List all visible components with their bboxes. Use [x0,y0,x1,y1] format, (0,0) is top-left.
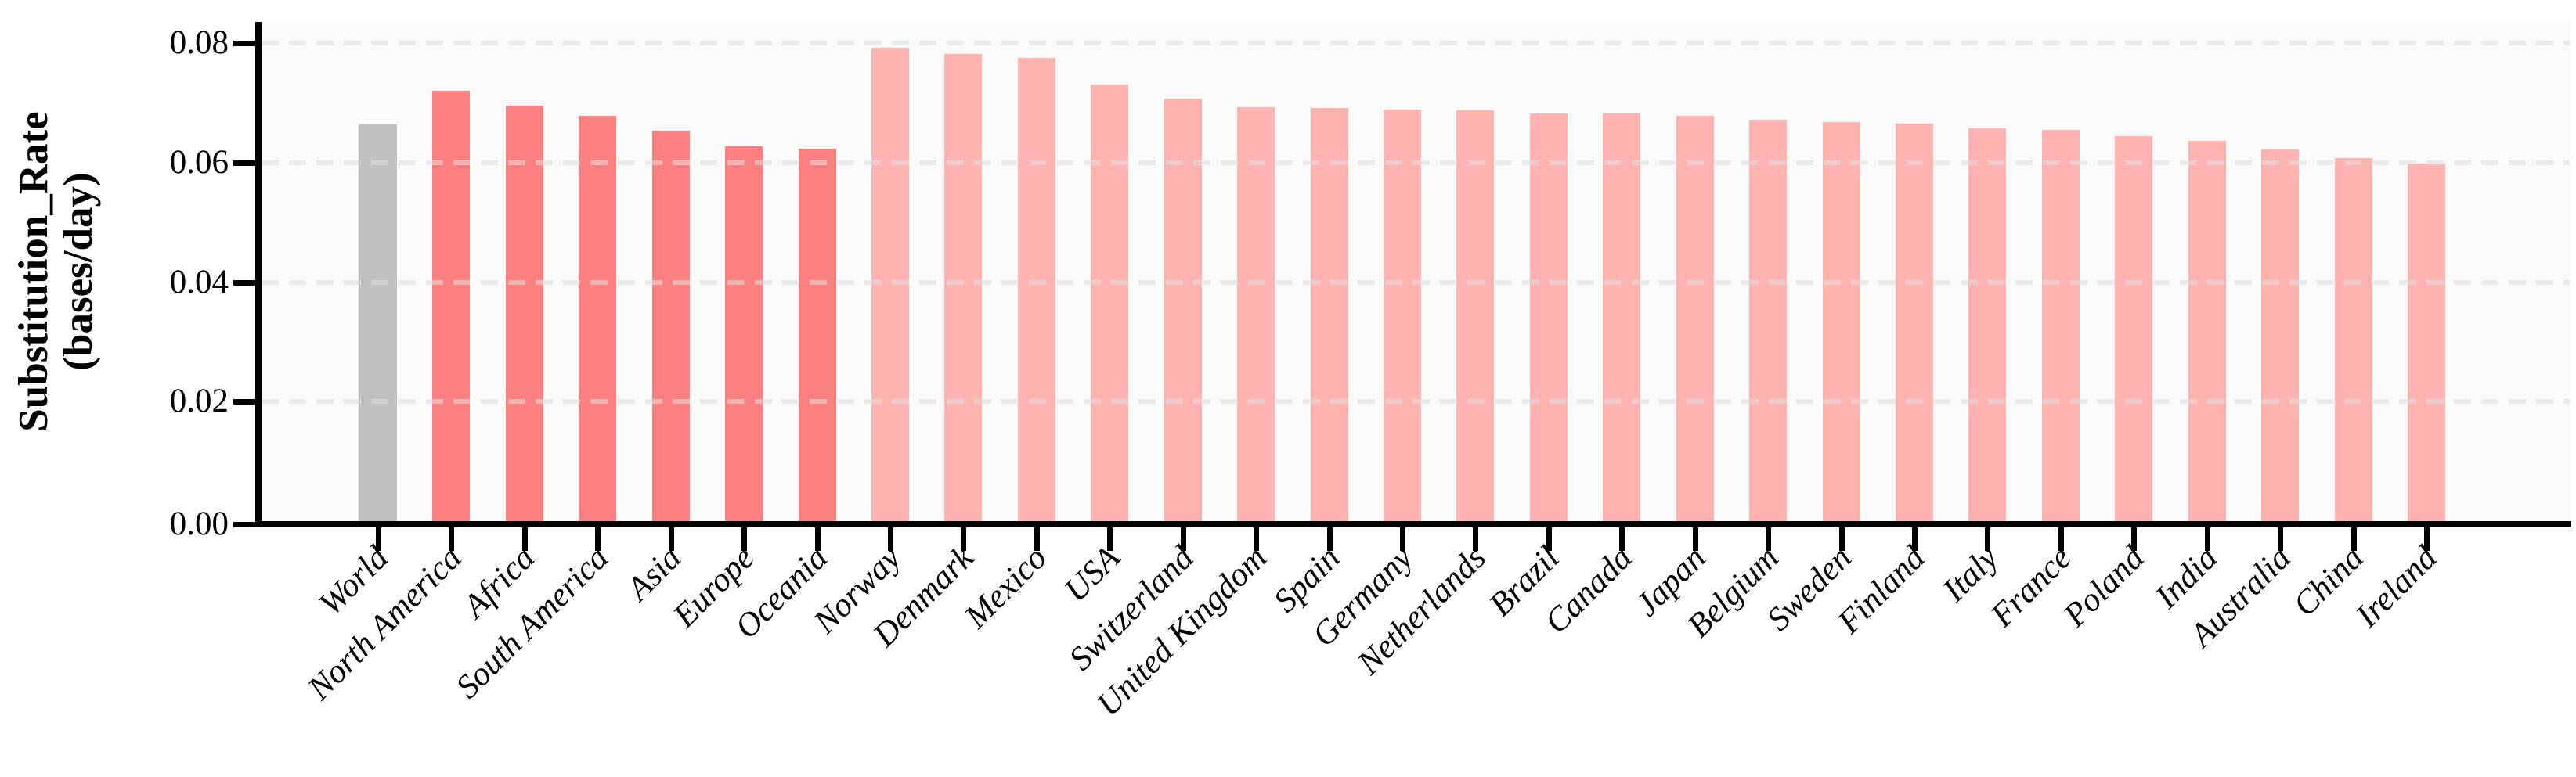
x-tick-13 [1326,527,1333,551]
y-tick-0.04 [233,280,262,286]
x-tick-11 [1180,527,1186,551]
y-axis-title-line2: (bases/day) [56,172,101,371]
x-tick-12 [1254,527,1260,551]
y-tick-label-0.08: 0.08 [169,24,229,61]
y-tick-label-0.06: 0.06 [169,144,229,181]
x-tick-27 [2351,527,2357,551]
y-tick-label-0.00: 0.00 [169,505,229,542]
x-tick-15 [1473,527,1479,551]
x-tick-label-ireland: Ireland [2348,539,2444,635]
bar-brazil [1529,113,1568,521]
x-tick-0 [376,527,381,551]
x-tick-26 [2278,527,2284,551]
bar-united-kingdom [1237,107,1275,521]
bar-south-america [579,116,617,521]
x-tick-24 [2131,527,2138,551]
bar-denmark [944,54,983,521]
gridline-0.04 [262,280,2570,285]
bar-mexico [1017,58,1055,521]
bar-world [359,124,397,521]
y-tick-0.00 [233,522,262,527]
x-tick-28 [2424,527,2430,551]
bar-ireland [2408,164,2446,521]
bar-belgium [1749,120,1788,521]
bar-switzerland [1164,99,1202,521]
x-tick-19 [1766,527,1772,551]
y-axis-spine [255,22,262,527]
x-tick-2 [521,527,528,551]
x-axis-spine [255,521,2571,527]
x-tick-21 [1912,527,1918,551]
x-tick-label-france: France [1983,539,2079,635]
bar-poland [2115,136,2153,521]
bar-asia [651,131,690,521]
y-tick-0.02 [233,399,262,405]
x-tick-5 [741,527,748,551]
x-tick-14 [1400,527,1406,551]
x-tick-1 [449,527,455,551]
y-tick-label-0.02: 0.02 [169,383,229,419]
x-tick-9 [1034,527,1040,551]
plot-area [262,22,2570,521]
x-tick-label-mexico: Mexico [958,539,1055,635]
x-tick-4 [668,527,674,551]
bar-india [2188,141,2226,521]
bar-africa [505,106,543,521]
bar-china [2334,158,2372,521]
bar-france [2041,130,2080,521]
x-tick-18 [1692,527,1698,551]
bar-japan [1676,116,1714,521]
x-tick-16 [1546,527,1552,551]
x-tick-3 [595,527,601,551]
gridline-0.08 [262,41,2570,45]
y-tick-label-0.04: 0.04 [169,264,229,300]
bar-netherlands [1456,110,1495,521]
y-tick-0.08 [233,41,262,46]
y-axis-title: Substitution_Rate (bases/day) [11,0,101,545]
y-tick-0.06 [233,160,262,166]
bar-italy [1968,128,2007,521]
bar-usa [1091,85,1129,521]
bar-australia [2261,149,2300,521]
gridline-0.02 [262,399,2570,404]
bar-germany [1384,110,1422,521]
bar-oceania [798,149,836,521]
x-tick-23 [2058,527,2064,551]
bar-finland [1896,124,1934,521]
x-tick-20 [1838,527,1845,551]
y-axis-title-line1: Substitution_Rate [11,111,56,432]
bar-sweden [1822,122,1860,521]
x-tick-7 [888,527,893,551]
x-tick-8 [961,527,967,551]
bar-canada [1603,113,1641,521]
x-tick-6 [814,527,821,551]
x-tick-label-poland: Poland [2056,539,2152,635]
x-tick-25 [2204,527,2210,551]
bar-spain [1310,108,1348,521]
x-tick-22 [1985,527,1991,551]
gridline-0.06 [262,160,2570,165]
bar-europe [725,146,763,521]
bar-north-america [432,91,471,521]
x-tick-17 [1619,527,1625,551]
x-tick-10 [1107,527,1113,551]
